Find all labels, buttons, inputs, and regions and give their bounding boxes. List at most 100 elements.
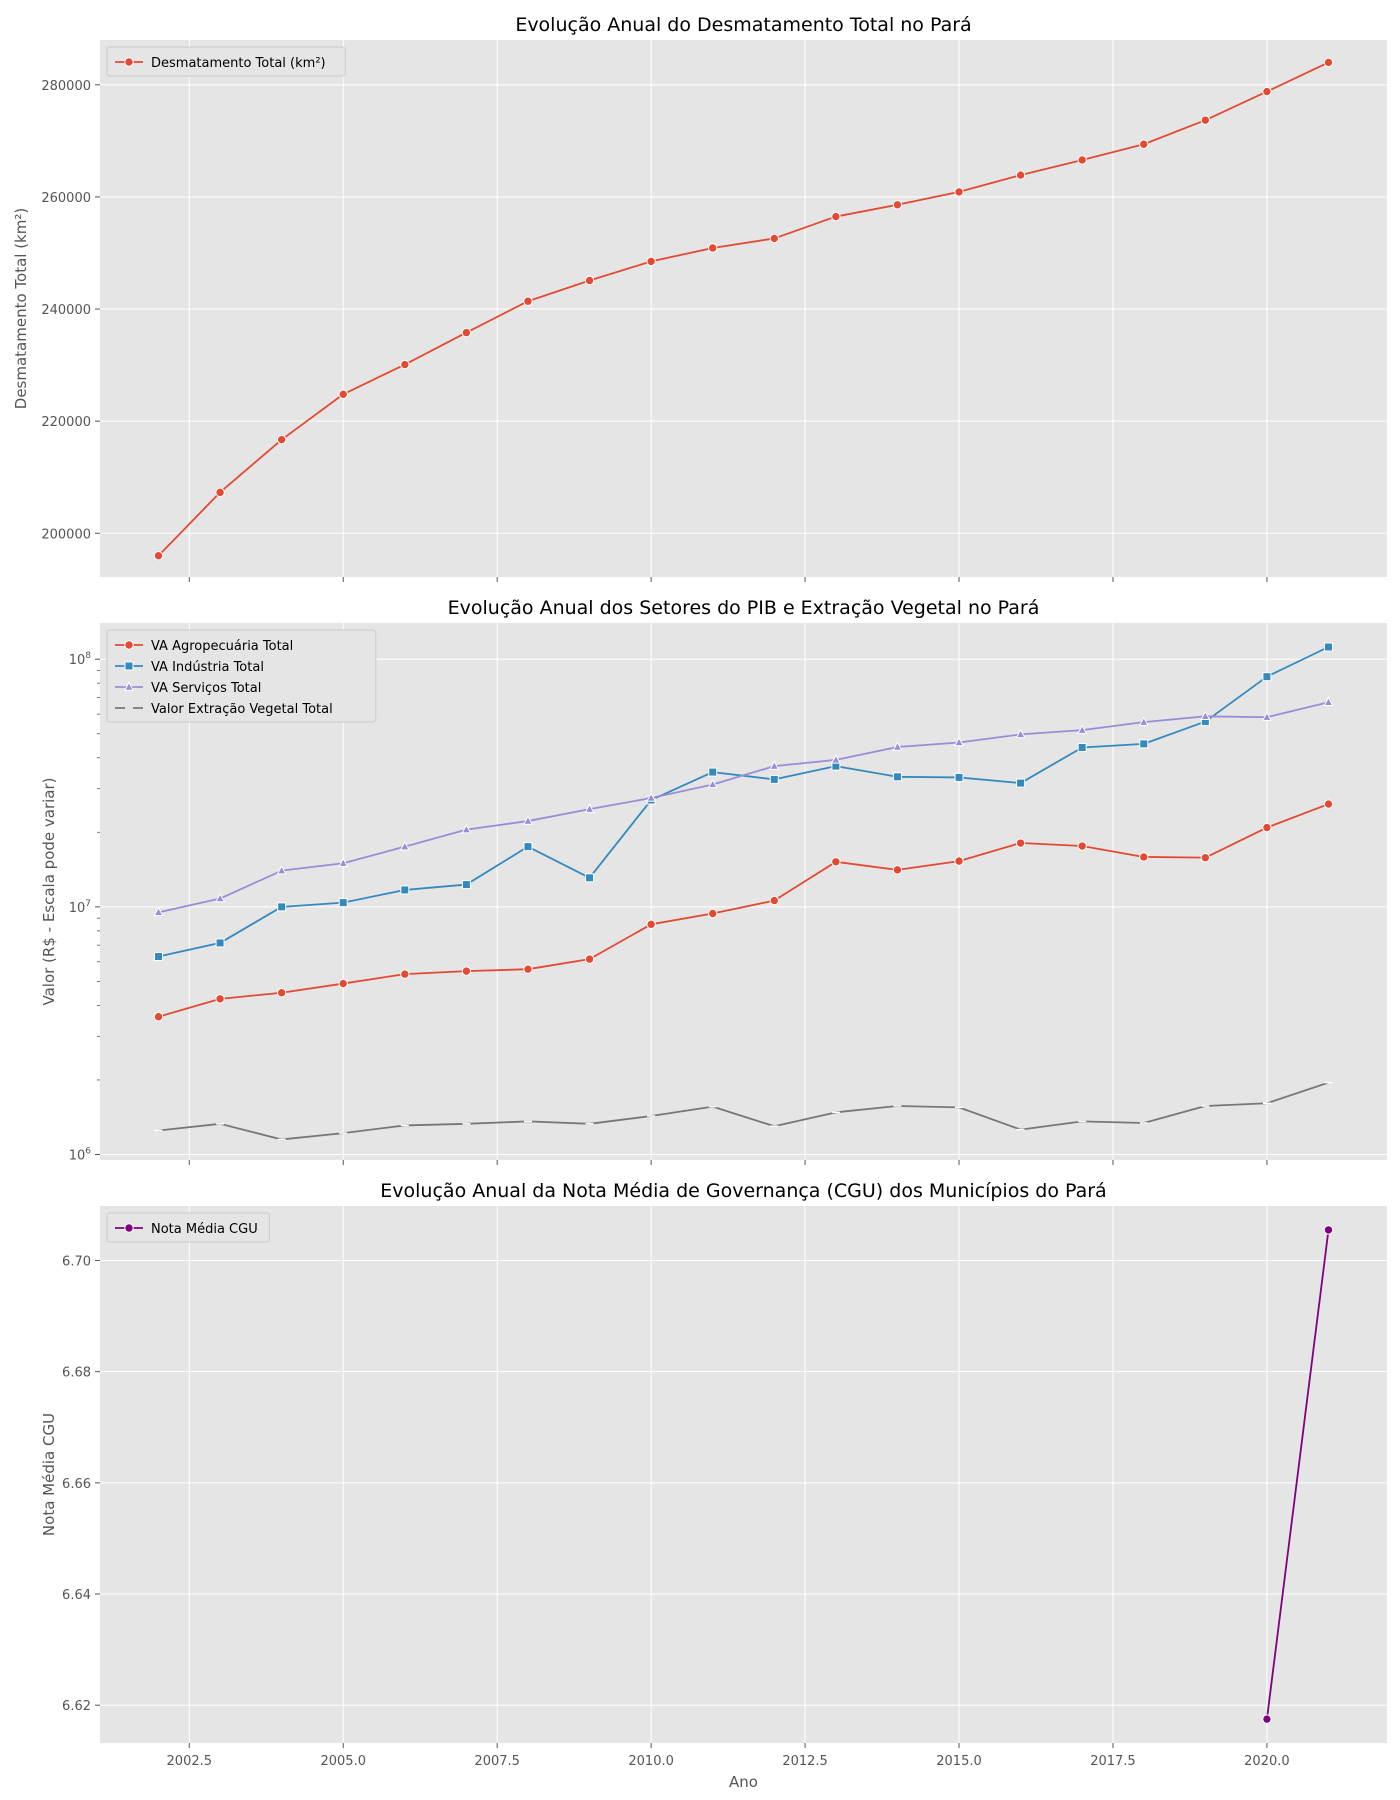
data-point — [461, 966, 472, 976]
data-point — [1200, 852, 1211, 863]
data-point — [769, 895, 779, 906]
data-point — [338, 978, 348, 989]
legend-box — [106, 1212, 270, 1243]
data-point — [277, 902, 287, 912]
data-point — [769, 760, 780, 770]
data-point — [646, 792, 657, 802]
data-point — [215, 487, 225, 498]
data-point — [954, 856, 964, 866]
series-line — [157, 61, 1329, 557]
series-3 — [153, 696, 1334, 917]
legend: Nota Média CGU — [106, 1212, 270, 1243]
data-point — [276, 865, 287, 875]
data-point — [1139, 852, 1149, 862]
data-point — [708, 908, 718, 919]
y-tick-label: 6.68 — [62, 1366, 91, 1381]
data-point — [1015, 838, 1026, 848]
y-tick-label: 6.64 — [62, 1588, 91, 1603]
data-point — [1262, 86, 1272, 97]
data-point — [584, 803, 595, 813]
data-point — [461, 327, 472, 338]
y-tick-label: 220000 — [41, 415, 91, 430]
data-point — [1077, 724, 1088, 734]
y-tick-label: 106 — [69, 1146, 92, 1163]
data-point — [1324, 642, 1333, 652]
data-point — [1139, 739, 1149, 749]
data-point — [892, 200, 903, 210]
y-axis-label: Desmatamento Total (km²) — [12, 208, 30, 409]
data-point — [892, 865, 903, 875]
data-point — [154, 952, 163, 962]
data-point — [892, 741, 903, 751]
data-point — [523, 296, 533, 306]
x-tick-label: 2017.5 — [1090, 1754, 1136, 1769]
chart-title: Evolução Anual da Nota Média de Governan… — [380, 1180, 1106, 1202]
data-point — [1261, 711, 1272, 721]
data-point — [523, 964, 533, 974]
data-point — [1138, 716, 1149, 726]
y-tick-label: 6.70 — [62, 1254, 91, 1269]
y-axis-label: Valor (R$ - Escala pode variar) — [40, 777, 58, 1005]
data-point — [215, 994, 225, 1004]
data-point — [1323, 1225, 1334, 1235]
legend-marker — [124, 57, 134, 67]
data-point — [1077, 841, 1087, 851]
data-point — [1323, 57, 1334, 68]
data-point — [1139, 139, 1149, 149]
series-1 — [153, 57, 1334, 561]
data-point — [400, 359, 410, 370]
legend: Desmatamento Total (km²) — [106, 46, 346, 77]
legend: VA Agropecuária Total VA Indústria Total V… — [106, 629, 377, 723]
data-point — [707, 778, 718, 789]
series-4 — [154, 1081, 1333, 1141]
y-tick-label: 6.62 — [62, 1699, 91, 1714]
data-point — [1262, 1714, 1272, 1724]
x-tick-label: 2007.5 — [474, 1754, 520, 1769]
data-point — [523, 842, 533, 852]
data-point — [338, 389, 348, 399]
legend-marker — [124, 661, 134, 671]
x-tick-label: 2015.0 — [936, 1754, 982, 1769]
y-tick-label: 200000 — [41, 527, 91, 542]
data-point — [153, 550, 164, 561]
data-point — [276, 434, 287, 445]
chart-panel-1: 200000 220000 240000 260000 280000 Evolução A… — [12, 14, 1387, 582]
x-tick-label: 2002.5 — [167, 1754, 213, 1769]
data-point — [831, 211, 841, 222]
legend-label: VA Serviços Total — [151, 681, 261, 696]
data-point — [153, 906, 164, 917]
plot-area — [100, 1206, 1387, 1743]
data-point — [1200, 710, 1211, 721]
data-point — [646, 256, 656, 267]
data-point — [584, 954, 595, 964]
data-point — [1077, 155, 1087, 165]
y-tick-label: 107 — [69, 899, 91, 916]
legend-marker — [123, 681, 135, 691]
legend-label: Nota Média CGU — [151, 1222, 258, 1237]
data-point — [522, 815, 534, 825]
x-tick-label: 2020.0 — [1244, 1754, 1290, 1769]
series-line — [158, 701, 1329, 914]
data-point — [708, 767, 718, 777]
x-tick-label: 2012.5 — [782, 1754, 828, 1769]
data-point — [831, 857, 841, 867]
plot-area — [100, 40, 1387, 577]
data-point — [954, 187, 964, 197]
series-1 — [153, 799, 1334, 1022]
x-tick-label: 2010.0 — [628, 1754, 674, 1769]
y-tick-label: 240000 — [41, 303, 91, 318]
data-point — [1015, 170, 1026, 180]
data-point — [461, 824, 472, 834]
chart-panel-3: 2002.5 2005.0 2007.5 2010.0 2012.5 2015.0 2017… — [40, 1180, 1387, 1791]
data-point — [585, 873, 595, 883]
data-point — [769, 774, 779, 784]
data-point — [1323, 696, 1334, 706]
series-line — [158, 803, 1329, 1018]
data-point — [400, 969, 410, 979]
chart-title: Evolução Anual do Desmatamento Total no … — [515, 14, 971, 36]
y-axis-label: Nota Média CGU — [40, 1413, 58, 1536]
data-point — [215, 893, 226, 903]
series-line — [1266, 1229, 1330, 1720]
data-point — [276, 988, 287, 998]
